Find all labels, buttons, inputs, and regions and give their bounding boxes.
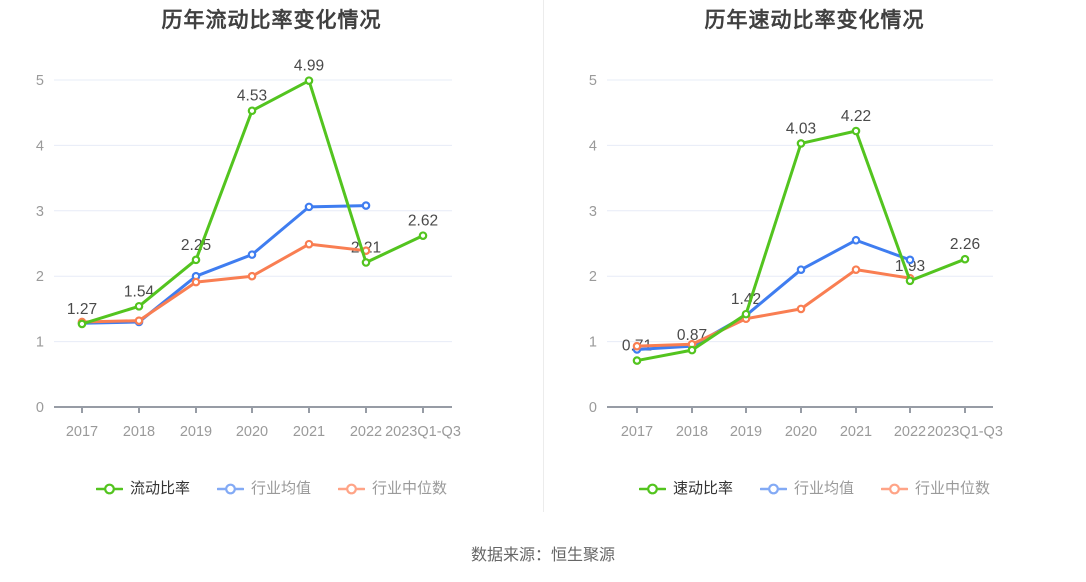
charts-row: 历年流动比率变化情况 0 1 2 3 4 5 2017 2018 2019 2020 2021 202… xyxy=(0,0,1086,520)
svg-text:4: 4 xyxy=(36,138,44,154)
chart-title-current-ratio: 历年流动比率变化情况 xyxy=(161,9,382,32)
svg-text:1: 1 xyxy=(36,335,44,351)
svg-text:5: 5 xyxy=(36,73,44,89)
svg-text:2023Q1-Q3: 2023Q1-Q3 xyxy=(385,424,461,440)
svg-text:2: 2 xyxy=(589,269,597,285)
line-series-icon xyxy=(759,483,787,495)
svg-text:2.26: 2.26 xyxy=(950,236,980,253)
svg-text:1.27: 1.27 xyxy=(67,301,97,318)
svg-text:2020: 2020 xyxy=(785,424,817,440)
svg-text:0: 0 xyxy=(36,400,44,416)
svg-text:1.54: 1.54 xyxy=(124,283,155,300)
legend-label: 行业中位数 xyxy=(372,480,448,497)
svg-text:3: 3 xyxy=(36,204,44,220)
svg-text:4: 4 xyxy=(589,138,597,154)
chart-title-quick-ratio: 历年速动比率变化情况 xyxy=(704,9,925,32)
svg-text:2.25: 2.25 xyxy=(181,237,211,254)
legend-item-quick-ratio[interactable]: 速动比率 xyxy=(638,479,733,499)
line-series-icon xyxy=(216,483,244,495)
svg-text:2017: 2017 xyxy=(621,424,653,440)
legend-label: 行业均值 xyxy=(250,480,311,497)
svg-text:4.99: 4.99 xyxy=(294,58,324,75)
svg-text:2017: 2017 xyxy=(66,424,98,440)
legend-quick-ratio: 速动比率 行业均值 行业中位数 xyxy=(543,479,1086,499)
svg-text:4.22: 4.22 xyxy=(841,108,871,125)
line-series-icon xyxy=(638,483,666,495)
line-series-icon xyxy=(338,483,365,495)
svg-text:2021: 2021 xyxy=(293,424,325,440)
legend-label: 行业中位数 xyxy=(915,480,991,497)
legend-label: 速动比率 xyxy=(672,480,733,497)
svg-text:5: 5 xyxy=(589,73,597,89)
legend-label: 行业均值 xyxy=(793,480,854,497)
svg-text:2: 2 xyxy=(36,269,44,285)
svg-text:2020: 2020 xyxy=(236,424,268,440)
svg-text:0: 0 xyxy=(589,400,597,416)
svg-text:4.03: 4.03 xyxy=(786,120,816,137)
legend-item-current-ratio[interactable]: 流动比率 xyxy=(95,479,190,499)
data-source-note: 数据来源：恒生聚源 xyxy=(470,547,615,564)
svg-text:4.53: 4.53 xyxy=(237,88,267,105)
svg-text:2.62: 2.62 xyxy=(408,213,438,230)
svg-text:2018: 2018 xyxy=(123,424,155,440)
svg-text:2021: 2021 xyxy=(840,424,872,440)
svg-text:2019: 2019 xyxy=(180,424,212,440)
legend-label: 流动比率 xyxy=(129,480,190,497)
svg-text:3: 3 xyxy=(589,204,597,220)
legend-item-industry-mean[interactable]: 行业均值 xyxy=(759,479,854,499)
svg-text:2018: 2018 xyxy=(676,424,708,440)
legend-current-ratio: 流动比率 行业均值 行业中位数 xyxy=(0,479,543,499)
svg-text:2023Q1-Q3: 2023Q1-Q3 xyxy=(927,424,1003,440)
svg-text:2022: 2022 xyxy=(350,424,382,440)
line-series-icon xyxy=(95,483,123,495)
svg-text:1: 1 xyxy=(589,335,597,351)
legend-item-industry-mean[interactable]: 行业均值 xyxy=(216,479,311,499)
line-series-icon xyxy=(881,483,908,495)
svg-text:2022: 2022 xyxy=(894,424,926,440)
chart-panel-current-ratio: 历年流动比率变化情况 0 1 2 3 4 5 2017 2018 2019 2020 2021 202… xyxy=(0,0,543,520)
legend-item-industry-median[interactable]: 行业中位数 xyxy=(881,479,990,499)
legend-item-industry-median[interactable]: 行业中位数 xyxy=(338,479,447,499)
panel-divider xyxy=(543,0,544,512)
svg-text:2019: 2019 xyxy=(730,424,762,440)
line-chart-current-ratio: 0 1 2 3 4 5 2017 2018 2019 2020 2021 2022 2023Q1-Q3 1… xyxy=(36,58,461,440)
chart-panel-quick-ratio: 历年速动比率变化情况 0 1 2 3 4 5 2017 2018 2019 2020 2021 202… xyxy=(543,0,1086,520)
